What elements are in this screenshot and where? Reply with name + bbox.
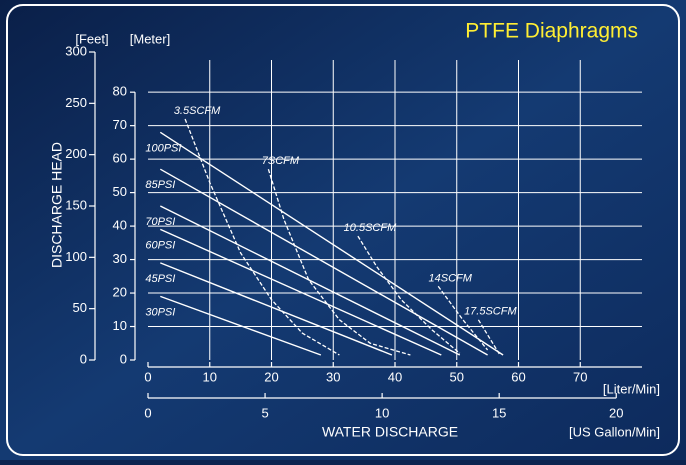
pressure-curve <box>160 262 393 356</box>
curve-label: 14SCFM <box>429 272 473 284</box>
pressure-curve <box>159 205 461 356</box>
curve-label: 3.5SCFM <box>174 105 221 117</box>
pressure-curve <box>159 131 504 356</box>
curve-label: 30PSI <box>145 306 175 318</box>
chart-title: PTFE Diaphragms <box>465 20 638 43</box>
curve-label: 10.5SCFM <box>344 222 397 234</box>
y2-tick-label: 0 <box>80 351 87 366</box>
y2-tick-label: 100 <box>65 249 87 264</box>
curve-label: 60PSI <box>145 239 175 251</box>
y2-tick-label: 200 <box>65 146 87 161</box>
x-unit-label: [Liter/Min] <box>603 381 660 396</box>
x2-tick-label: 5 <box>261 405 268 420</box>
curve-label: 70PSI <box>145 216 175 228</box>
y-tick-label: 70 <box>113 117 127 132</box>
air-curve <box>184 118 340 356</box>
y-tick-label: 80 <box>113 84 127 99</box>
x-tick-label: 20 <box>264 369 278 384</box>
x2-tick-label: 0 <box>144 405 151 420</box>
curve-label: 7SCFM <box>262 155 300 167</box>
x-tick-label: 70 <box>573 369 587 384</box>
y-tick-label: 10 <box>113 318 127 333</box>
x-tick-label: 50 <box>450 369 464 384</box>
x-tick-label: 60 <box>511 369 525 384</box>
x-tick-label: 0 <box>144 369 151 384</box>
y2-tick-label: 300 <box>65 43 87 58</box>
y-tick-label: 0 <box>120 351 127 366</box>
y-unit-label: [Meter] <box>130 31 170 46</box>
pressure-curve <box>160 228 442 356</box>
curve-label: 17.5SCFM <box>464 306 517 318</box>
curve-label: 45PSI <box>145 273 175 285</box>
y-tick-label: 50 <box>113 184 127 199</box>
curve-label: 85PSI <box>145 179 175 191</box>
y-tick-label: 20 <box>113 284 127 299</box>
y2-tick-label: 150 <box>65 197 87 212</box>
air-curve <box>267 169 411 356</box>
x-tick-label: 40 <box>388 369 402 384</box>
y2-tick-label: 50 <box>73 300 87 315</box>
air-curve <box>357 235 461 354</box>
x2-tick-label: 10 <box>375 405 389 420</box>
y-tick-label: 30 <box>113 251 127 266</box>
pressure-curve <box>159 168 488 356</box>
air-curve <box>477 319 501 356</box>
y2-tick-label: 250 <box>65 95 87 110</box>
y2-unit-label: [Feet] <box>75 31 108 46</box>
x-axis-label: WATER DISCHARGE <box>322 424 458 440</box>
y-axis-label: DISCHARGE HEAD <box>49 142 65 268</box>
pressure-curve <box>160 295 322 356</box>
y-tick-label: 40 <box>113 218 127 233</box>
x-tick-label: 30 <box>326 369 340 384</box>
x2-unit-label: [US Gallon/Min] <box>569 424 660 439</box>
frame <box>6 4 680 456</box>
x-tick-label: 10 <box>203 369 217 384</box>
x2-tick-label: 15 <box>492 405 506 420</box>
air-curve <box>437 285 489 351</box>
curve-label: 100PSI <box>145 142 181 154</box>
x2-tick-label: 20 <box>609 405 623 420</box>
y-tick-label: 60 <box>113 151 127 166</box>
